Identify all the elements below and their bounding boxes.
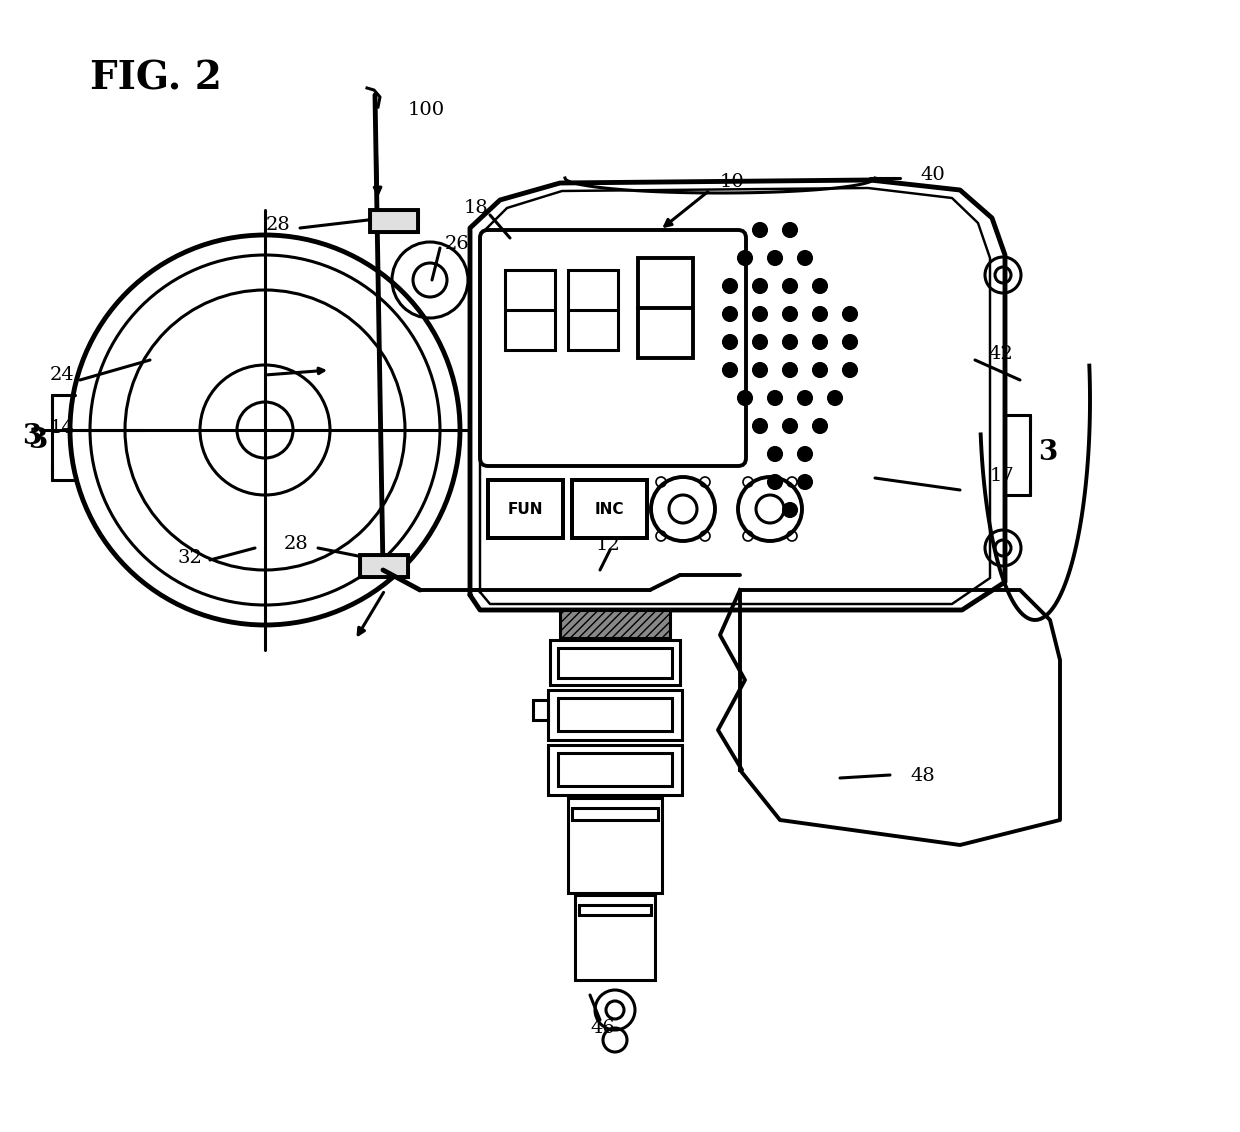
Bar [568,798,662,893]
Circle shape [843,363,857,377]
Text: 48: 48 [910,767,935,784]
Text: 14: 14 [50,419,74,437]
Circle shape [843,335,857,349]
Circle shape [753,363,768,377]
Circle shape [723,363,737,377]
Circle shape [828,391,842,405]
Text: 17: 17 [990,468,1014,484]
Text: FUN: FUN [507,501,543,516]
Bar [505,271,556,350]
Circle shape [782,223,797,237]
Circle shape [753,223,768,237]
Polygon shape [740,590,1060,844]
Bar [558,648,672,678]
Bar [558,753,672,786]
Circle shape [799,251,812,265]
Circle shape [813,307,827,321]
Text: 3: 3 [1038,439,1058,466]
Text: 40: 40 [920,166,945,185]
Circle shape [768,391,782,405]
Circle shape [843,307,857,321]
Text: 26: 26 [445,235,470,252]
Circle shape [782,307,797,321]
Text: FIG. 2: FIG. 2 [91,60,222,98]
Text: 42: 42 [988,345,1013,363]
Text: 3: 3 [22,423,42,451]
Bar [572,808,658,820]
Circle shape [782,419,797,434]
Circle shape [768,251,782,265]
Circle shape [753,419,768,434]
Bar [568,271,618,350]
Bar [551,640,680,685]
Circle shape [753,278,768,293]
Text: 32: 32 [177,549,202,567]
Circle shape [753,307,768,321]
Bar [548,745,682,795]
Bar [579,904,651,915]
Text: 10: 10 [720,173,745,191]
Circle shape [723,278,737,293]
Circle shape [813,335,827,349]
Circle shape [799,391,812,405]
Circle shape [753,335,768,349]
Text: 100: 100 [408,101,445,119]
Bar [639,258,693,358]
Bar [489,480,563,538]
Bar [572,480,647,538]
Circle shape [813,363,827,377]
Bar [575,895,655,980]
Text: INC: INC [594,501,624,516]
Text: 24: 24 [50,366,74,384]
Bar [560,610,670,638]
Circle shape [782,335,797,349]
Bar [370,211,418,232]
Circle shape [738,251,751,265]
Circle shape [799,447,812,461]
Bar [558,698,672,731]
Circle shape [782,503,797,517]
Bar [360,555,408,577]
Text: 18: 18 [464,199,489,217]
Circle shape [768,475,782,489]
Bar [370,211,418,232]
Bar [360,555,408,577]
Circle shape [723,307,737,321]
Bar [489,480,563,538]
Circle shape [799,475,812,489]
Circle shape [738,391,751,405]
Bar [533,700,548,720]
Text: 46: 46 [590,1019,615,1037]
Circle shape [813,278,827,293]
Circle shape [782,363,797,377]
Circle shape [782,278,797,293]
Bar [548,691,682,740]
Circle shape [813,419,827,434]
Bar [572,480,647,538]
Circle shape [768,447,782,461]
Circle shape [723,335,737,349]
Text: 28: 28 [265,216,290,234]
Text: 12: 12 [595,535,620,554]
Text: 3: 3 [29,427,47,454]
Text: 28: 28 [284,535,309,554]
